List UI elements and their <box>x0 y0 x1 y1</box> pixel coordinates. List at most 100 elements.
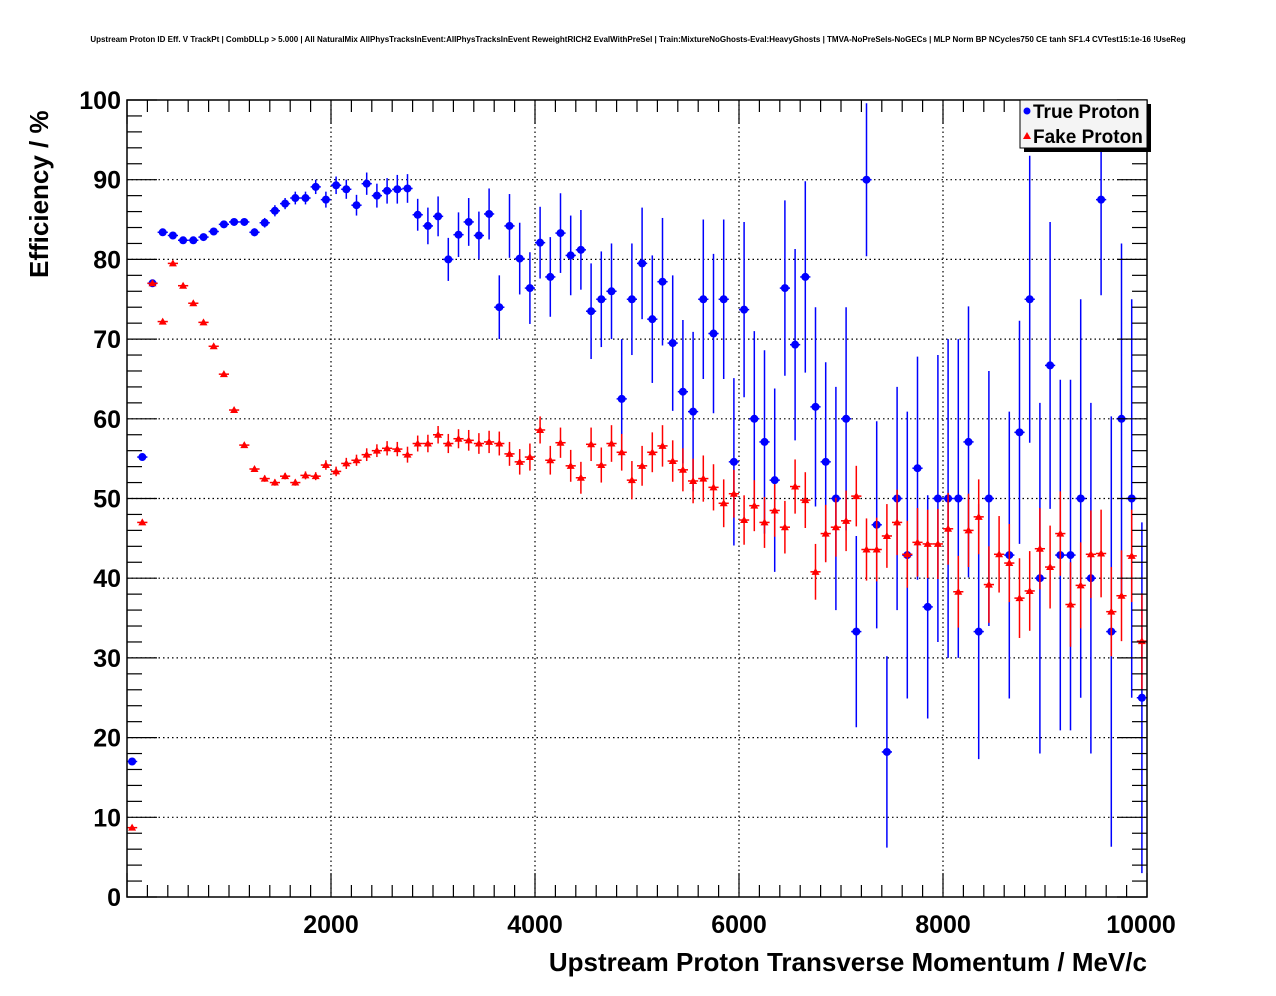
data-point <box>128 757 137 766</box>
y-tick-label: 10 <box>93 804 121 832</box>
data-point <box>729 457 738 466</box>
data-point <box>1086 550 1095 558</box>
data-point <box>770 476 779 485</box>
data-point <box>219 370 228 378</box>
x-tick-label: 2000 <box>303 911 359 939</box>
data-point <box>576 245 585 254</box>
data-point <box>383 186 392 195</box>
data-point <box>270 206 279 215</box>
data-point <box>576 473 585 481</box>
data-point <box>525 284 534 293</box>
data-point <box>515 254 524 263</box>
data-point <box>342 459 351 467</box>
fake-proton-legend-marker <box>1023 132 1031 139</box>
data-point <box>423 221 432 230</box>
data-point <box>729 489 738 497</box>
data-point <box>668 339 677 348</box>
data-point <box>913 538 922 546</box>
data-point <box>678 387 687 396</box>
data-point <box>1015 428 1024 437</box>
data-point <box>250 465 259 473</box>
data-point <box>495 303 504 312</box>
legend-label-true-proton: True Proton <box>1033 102 1140 123</box>
data-point <box>301 471 310 479</box>
data-point <box>128 823 137 831</box>
data-point <box>770 506 779 514</box>
data-point <box>913 464 922 473</box>
data-point <box>485 209 494 218</box>
data-point <box>209 227 218 236</box>
data-point <box>638 461 647 469</box>
data-point <box>332 181 341 190</box>
data-point <box>597 295 606 304</box>
x-tick-label: 8000 <box>915 911 971 939</box>
data-point <box>311 182 320 191</box>
data-point <box>852 627 861 636</box>
data-point <box>209 342 218 350</box>
data-point <box>658 277 667 286</box>
data-point <box>740 516 749 524</box>
data-point <box>617 448 626 456</box>
data-point <box>383 444 392 452</box>
data-point <box>1015 594 1024 602</box>
data-point <box>862 175 871 184</box>
data-point <box>709 483 718 491</box>
data-point <box>964 437 973 446</box>
data-point <box>444 255 453 264</box>
data-point <box>811 567 820 575</box>
legend-box <box>1019 99 1148 149</box>
data-point <box>1097 549 1106 557</box>
data-point <box>291 194 300 203</box>
data-point <box>332 467 341 475</box>
data-series <box>127 103 1147 874</box>
data-point <box>362 450 371 458</box>
y-tick-label: 20 <box>93 725 121 753</box>
data-point <box>740 305 749 314</box>
data-point <box>974 627 983 636</box>
data-point <box>719 499 728 507</box>
y-axis-title: Efficiency / % <box>24 110 54 278</box>
data-point <box>1066 551 1075 560</box>
data-point <box>474 439 483 447</box>
data-point <box>607 439 616 447</box>
data-point <box>597 461 606 469</box>
data-point <box>168 231 177 240</box>
data-point <box>750 414 759 423</box>
data-point <box>995 550 1004 558</box>
data-point <box>403 450 412 458</box>
data-point <box>413 439 422 447</box>
data-point <box>964 526 973 534</box>
data-point <box>689 407 698 416</box>
data-point <box>158 317 167 325</box>
data-point <box>801 272 810 281</box>
data-point <box>138 453 147 462</box>
data-point <box>1035 544 1044 552</box>
data-point <box>199 233 208 242</box>
y-tick-label: 90 <box>93 167 121 195</box>
data-point <box>566 251 575 260</box>
data-point <box>1127 551 1136 559</box>
data-point <box>1076 581 1085 589</box>
data-point <box>454 434 463 442</box>
data-point <box>352 201 361 210</box>
data-point <box>801 496 810 504</box>
data-point <box>842 516 851 524</box>
axis-ticks: 0 10 20 30 40 50 60 70 80 90 100 2000 4000 6000 8000 10… <box>79 87 1175 939</box>
data-point <box>260 218 269 227</box>
data-point <box>954 587 963 595</box>
legend: True Proton Fake Proton <box>1019 99 1151 152</box>
data-point <box>393 185 402 194</box>
data-point <box>821 529 830 537</box>
data-point <box>240 217 249 226</box>
data-point <box>862 545 871 553</box>
data-point <box>1025 586 1034 594</box>
data-point <box>852 492 861 500</box>
data-point <box>485 437 494 445</box>
data-point <box>903 550 912 558</box>
data-point <box>607 287 616 296</box>
data-point <box>434 430 443 438</box>
data-point <box>230 406 239 414</box>
data-point <box>413 210 422 219</box>
data-point <box>1005 559 1014 567</box>
data-point <box>821 457 830 466</box>
